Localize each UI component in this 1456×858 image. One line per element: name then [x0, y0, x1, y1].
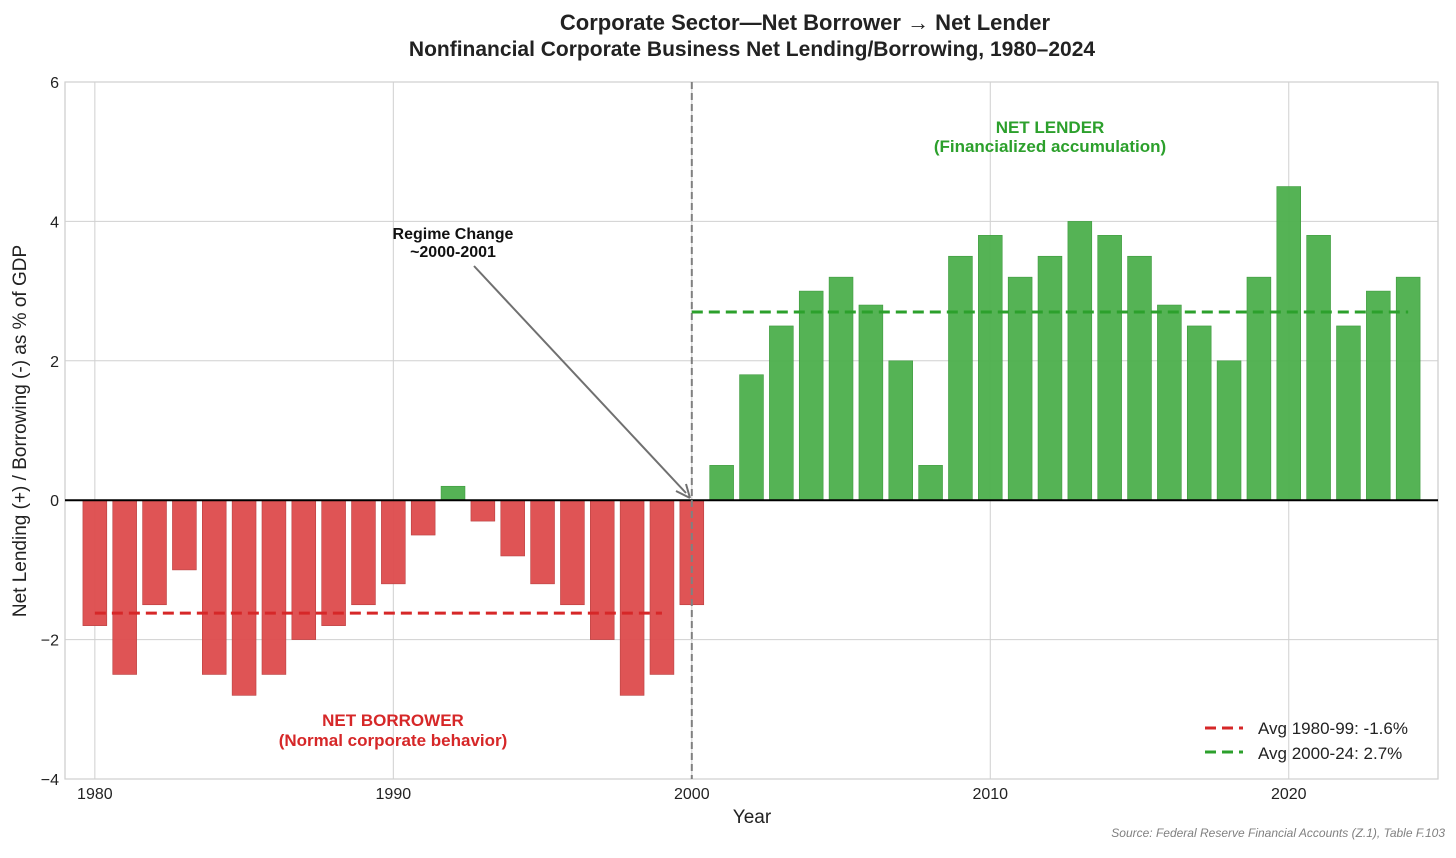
y-tick-label: −4 — [41, 772, 59, 789]
bar-2009 — [948, 255, 973, 501]
regime-label-line1: Regime Change — [393, 226, 514, 243]
bar-1995 — [530, 499, 555, 585]
y-tick-label: −2 — [41, 633, 59, 650]
bars — [82, 186, 1421, 696]
bar-1984 — [202, 499, 227, 675]
y-axis-label: Net Lending (+) / Borrowing (-) as % of … — [10, 245, 31, 617]
chart-subtitle: Nonfinancial Corporate Business Net Lend… — [409, 38, 1095, 61]
regime-arrow — [473, 265, 687, 494]
regime-label-line2: ~2000-2001 — [410, 244, 496, 261]
reference-lines — [65, 82, 1438, 779]
bar-2006 — [858, 304, 884, 501]
x-tick-label: 2000 — [674, 786, 710, 803]
bar-1981 — [112, 499, 137, 675]
bar-1989 — [351, 499, 376, 606]
regime-annotation: Regime Change ~2000-2001 — [393, 226, 691, 499]
bar-1983 — [172, 499, 197, 571]
y-tick-label: 0 — [50, 493, 59, 510]
bar-1986 — [261, 499, 287, 675]
bar-1997 — [590, 499, 615, 640]
bar-2012 — [1037, 255, 1063, 501]
bar-1980 — [82, 499, 108, 626]
bar-2004 — [798, 290, 824, 501]
bar-1994 — [500, 499, 525, 557]
bar-2020 — [1276, 186, 1302, 501]
bar-2001 — [709, 465, 734, 501]
x-tick-label: 1980 — [77, 786, 113, 803]
lender-label-line1: NET LENDER — [996, 118, 1105, 137]
bar-2018 — [1216, 360, 1242, 501]
bar-1988 — [321, 499, 346, 626]
borrower-label-line2: (Normal corporate behavior) — [279, 731, 508, 750]
bar-2021 — [1306, 235, 1331, 501]
bar-1991 — [410, 499, 436, 536]
arrow-head-icon — [675, 483, 691, 499]
bar-1992 — [440, 485, 466, 501]
bar-2007 — [888, 360, 913, 501]
x-tick-label: 2010 — [972, 786, 1008, 803]
bar-2016 — [1157, 304, 1182, 501]
bar-2014 — [1097, 235, 1122, 501]
bar-1999 — [649, 499, 675, 675]
chart-title: Corporate Sector—Net Borrower → Net Lend… — [560, 10, 1051, 35]
bar-1996 — [560, 499, 585, 606]
x-tick-label: 2020 — [1271, 786, 1307, 803]
legend-label-1980-99: Avg 1980-99: -1.6% — [1258, 719, 1408, 738]
bar-1985 — [231, 499, 257, 696]
bar-2008 — [918, 465, 943, 501]
y-tick-label: 2 — [50, 354, 59, 371]
x-axis-label: Year — [733, 807, 772, 828]
x-tick-label: 1990 — [376, 786, 412, 803]
legend-label-2000-24: Avg 2000-24: 2.7% — [1258, 744, 1402, 763]
borrower-label-line1: NET BORROWER — [322, 711, 464, 730]
bar-2017 — [1186, 325, 1212, 501]
bar-1993 — [470, 499, 496, 522]
axes: 1980 1990 2000 2010 2020 −4 −2 0 2 4 6 — [41, 75, 1307, 803]
bar-1982 — [142, 499, 167, 606]
lender-label-line2: (Financialized accumulation) — [934, 137, 1166, 156]
bar-2022 — [1336, 325, 1361, 501]
bar-1987 — [291, 499, 317, 640]
bar-2013 — [1067, 221, 1093, 501]
bar-2003 — [769, 325, 794, 501]
bar-1990 — [381, 499, 406, 585]
y-tick-label: 6 — [50, 75, 59, 92]
bar-2010 — [978, 235, 1003, 501]
legend: Avg 1980-99: -1.6% Avg 2000-24: 2.7% — [1205, 719, 1408, 763]
bar-2015 — [1127, 255, 1152, 501]
y-tick-label: 4 — [50, 214, 59, 231]
bar-2002 — [739, 374, 764, 501]
source-note: Source: Federal Reserve Financial Accoun… — [1111, 826, 1445, 840]
bar-1998 — [619, 499, 645, 696]
bar-2023 — [1366, 290, 1391, 501]
